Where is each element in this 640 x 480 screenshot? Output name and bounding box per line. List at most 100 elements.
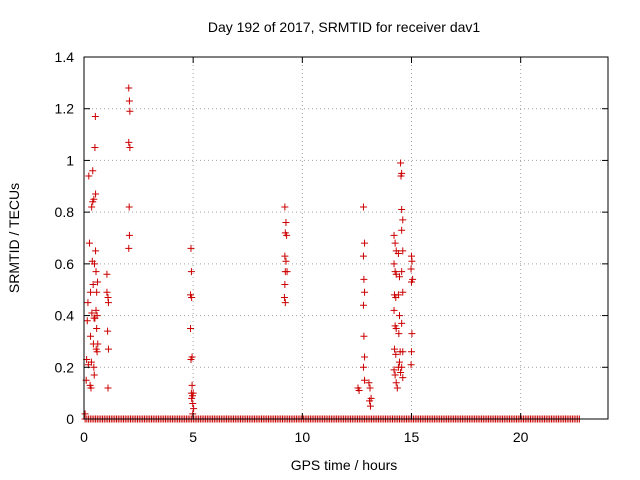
data-point <box>104 384 112 392</box>
data-point <box>188 293 196 301</box>
data-point <box>397 368 405 376</box>
data-point <box>398 363 406 371</box>
data-point <box>90 195 98 203</box>
y-axis-label: SRMTID / TECUs <box>6 183 22 293</box>
data-point <box>359 301 367 309</box>
data-point <box>188 394 196 402</box>
data-point <box>361 239 369 247</box>
data-point <box>92 268 100 276</box>
data-point <box>125 203 133 211</box>
data-point <box>93 325 101 332</box>
y-tick-label: 0 <box>66 411 74 427</box>
data-point <box>93 288 101 296</box>
data-point <box>399 216 407 224</box>
y-tick-label: 0.6 <box>55 256 75 272</box>
data-point <box>390 306 398 314</box>
data-point <box>126 107 134 115</box>
y-tick-label: 0.4 <box>55 308 75 324</box>
data-point <box>83 317 91 325</box>
data-point <box>399 247 407 255</box>
data-point <box>125 231 133 239</box>
data-point <box>187 268 195 276</box>
data-point <box>125 84 133 92</box>
x-tick-label: 5 <box>189 429 197 445</box>
data-point <box>89 167 97 175</box>
data-point <box>399 288 407 296</box>
data-point <box>92 190 100 198</box>
data-point <box>408 348 415 356</box>
data-point <box>407 265 415 273</box>
data-point <box>187 356 195 364</box>
data-point <box>85 172 93 180</box>
data-point <box>189 399 197 407</box>
data-point <box>187 325 195 332</box>
data-point <box>408 330 416 338</box>
data-point <box>85 239 93 247</box>
data-point <box>390 260 398 268</box>
data-point <box>281 252 289 260</box>
data-point <box>359 203 367 211</box>
data-point <box>399 348 407 356</box>
data-point <box>91 144 99 151</box>
data-point <box>281 203 289 211</box>
data-point <box>390 231 398 239</box>
chart-title: Day 192 of 2017, SRMTID for receiver dav… <box>208 19 481 35</box>
data-point <box>407 361 415 369</box>
y-tick-label: 0.2 <box>55 359 75 375</box>
data-point <box>391 371 399 379</box>
data-point <box>90 363 98 371</box>
data-point <box>88 309 96 317</box>
data-point <box>392 350 400 358</box>
data-point <box>366 397 374 405</box>
x-axis-label: GPS time / hours <box>291 457 398 473</box>
data-point <box>283 231 291 239</box>
y-axis-ticks: 0 0.2 0.4 0.6 0.8 1 1.2 1.4 <box>55 49 608 427</box>
data-point <box>395 358 403 366</box>
data-point <box>189 389 197 397</box>
data-point <box>398 206 406 214</box>
x-tick-label: 20 <box>513 429 529 445</box>
data-point <box>93 348 101 356</box>
data-point <box>394 250 402 258</box>
data-point <box>187 244 195 252</box>
data-point <box>188 381 196 389</box>
data-point <box>355 387 363 395</box>
x-tick-label: 0 <box>80 429 88 445</box>
data-point <box>365 379 373 387</box>
data-point <box>359 252 367 260</box>
data-points <box>81 84 583 423</box>
data-point <box>89 281 97 289</box>
data-point <box>395 312 403 320</box>
data-point <box>103 288 111 296</box>
data-point <box>125 244 133 252</box>
data-point <box>88 203 96 211</box>
data-point <box>390 366 398 374</box>
data-point <box>283 268 291 276</box>
data-point <box>104 327 112 335</box>
data-point <box>391 239 399 247</box>
data-point <box>91 112 99 120</box>
data-point <box>104 345 112 353</box>
y-tick-label: 1 <box>66 152 74 168</box>
data-point <box>408 278 415 286</box>
data-point <box>87 384 95 392</box>
data-point <box>92 306 100 314</box>
data-point <box>126 144 134 151</box>
data-point <box>392 379 400 387</box>
data-point <box>398 319 406 327</box>
data-point <box>93 312 101 320</box>
y-tick-label: 0.8 <box>55 204 75 220</box>
data-point <box>399 374 407 382</box>
data-point <box>125 138 133 146</box>
data-point <box>361 288 369 296</box>
data-point <box>390 345 398 353</box>
data-point <box>397 172 405 180</box>
data-point <box>360 275 368 283</box>
x-axis-ticks: 0 5 10 15 20 <box>80 57 529 445</box>
data-point <box>125 97 133 105</box>
data-point <box>361 376 369 384</box>
data-point <box>281 281 289 289</box>
data-point <box>408 257 416 265</box>
data-point <box>190 405 198 413</box>
